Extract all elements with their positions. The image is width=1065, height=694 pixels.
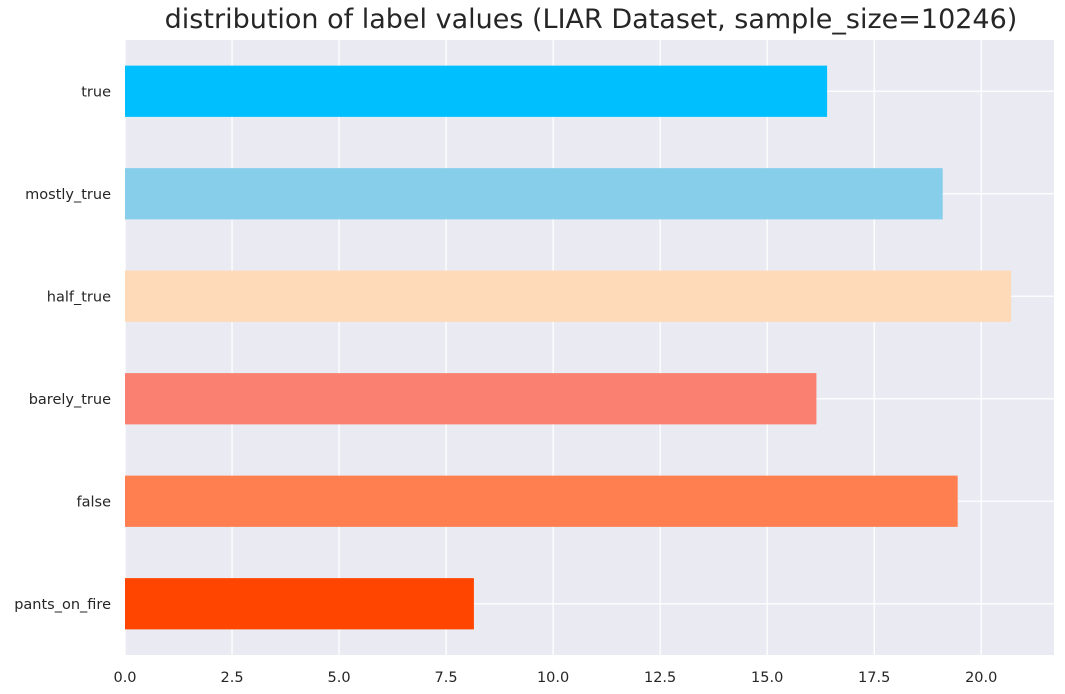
bar-false [125, 475, 958, 527]
chart-title: distribution of label values (LIAR Datas… [164, 4, 1018, 35]
y-tick-label: barely_true [29, 392, 111, 408]
bar-pants-on-fire [125, 578, 474, 630]
y-tick-label: pants_on_fire [14, 597, 111, 613]
x-gridlines [124, 40, 982, 655]
x-tick-label: 17.5 [858, 670, 890, 686]
bar-barely-true [125, 373, 817, 425]
y-tick-labels: true mostly_true half_true barely_truefalse… [14, 84, 111, 613]
bar-half-true [125, 270, 1012, 322]
y-tick-label: true [81, 84, 111, 100]
x-tick-label: 15.0 [751, 670, 783, 686]
bars [125, 65, 1012, 630]
x-tick-label: 0.0 [113, 670, 136, 686]
x-tick-label: 12.5 [644, 670, 676, 686]
x-tick-label: 20.0 [965, 670, 997, 686]
y-tick-label: false [77, 494, 112, 510]
y-tick-label: half_true [47, 289, 111, 305]
bar-mostly-true [125, 168, 943, 220]
x-tick-label: 10.0 [537, 670, 569, 686]
x-tick-label: 5.0 [328, 670, 351, 686]
bar-true [125, 65, 828, 117]
y-tick-label: mostly_true [25, 187, 111, 203]
x-tick-label: 2.5 [220, 670, 243, 686]
plot-area [125, 40, 1054, 655]
x-tick-labels: 0.0 2.5 5.0 7.5 10.0 12.5 15.0 17.5 20.0 [113, 670, 997, 686]
x-tick-label: 7.5 [435, 670, 458, 686]
